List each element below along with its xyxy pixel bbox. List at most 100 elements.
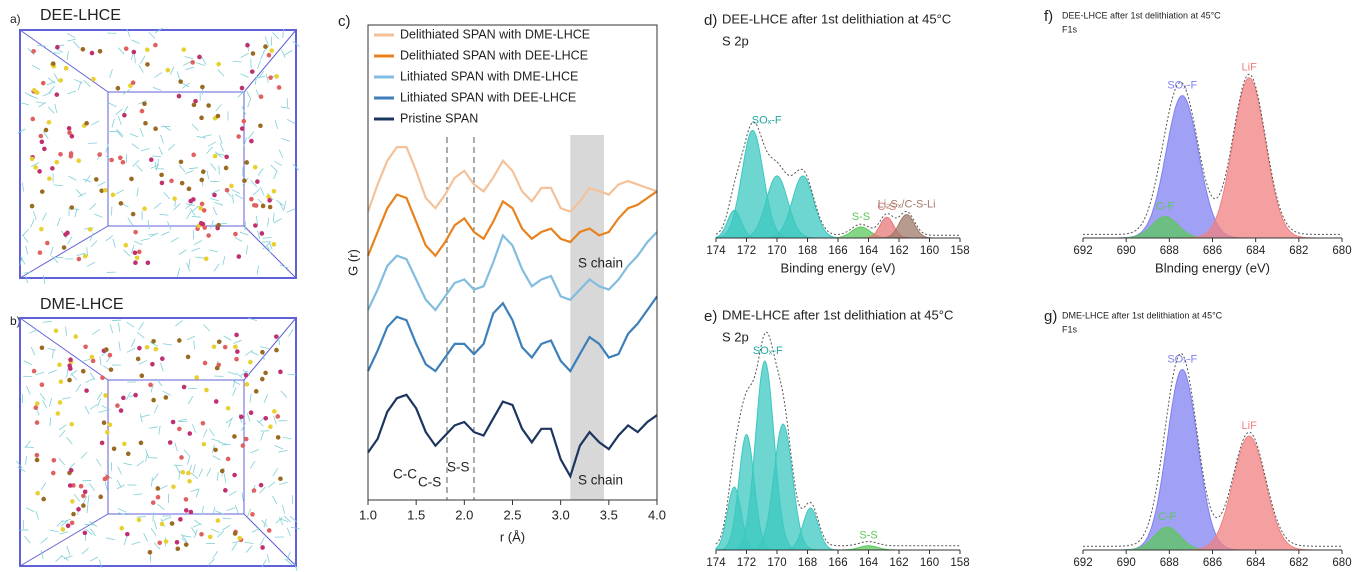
- molecule-atom: [143, 121, 148, 126]
- molecule-atom: [201, 421, 206, 426]
- molecule-atom: [38, 250, 43, 255]
- molecule-bond: [127, 348, 135, 352]
- legend-label: Pristine SPAN: [400, 111, 478, 125]
- molecule-bond: [85, 524, 94, 525]
- molecule-atom: [199, 178, 204, 183]
- molecule-bond: [43, 131, 48, 138]
- molecule-bond: [81, 359, 90, 362]
- molecule-atom: [153, 126, 158, 131]
- data-line: [368, 395, 657, 477]
- molecule-atom: [84, 388, 89, 393]
- molecule-bond: [123, 106, 128, 114]
- molecule-atom: [178, 79, 183, 84]
- molecule-bond: [211, 220, 214, 229]
- molecule-bond: [278, 450, 287, 451]
- peak-label: C-F: [1158, 511, 1177, 523]
- molecule-bond: [96, 459, 101, 467]
- molecule-bond: [74, 79, 82, 83]
- molecule-atom: [260, 231, 265, 236]
- molecule-bond: [206, 147, 212, 154]
- molecule-atom: [241, 443, 246, 448]
- molecule-bond: [250, 461, 255, 469]
- molecule-bond: [185, 67, 194, 69]
- molecule-atom: [131, 212, 136, 217]
- x-tick-label: 692: [1073, 557, 1092, 569]
- molecule-bond: [92, 329, 99, 334]
- molecule-bond: [123, 463, 132, 465]
- molecule-atom: [253, 223, 258, 228]
- molecule-atom: [175, 546, 180, 551]
- molecule-bond: [175, 320, 182, 326]
- molecule-bond: [50, 530, 59, 532]
- molecule-atom: [77, 257, 82, 262]
- x-tick-label: 688: [1160, 245, 1179, 257]
- annotation: S chain: [578, 473, 623, 488]
- molecule-atom: [233, 232, 238, 237]
- molecule-atom: [216, 223, 221, 228]
- molecule-bond: [208, 559, 214, 565]
- peak-label: SOₓ-F: [753, 345, 783, 357]
- molecule-atom: [58, 400, 63, 405]
- molecule-bond: [49, 398, 51, 407]
- molecule-atom: [202, 208, 207, 213]
- molecule-atom: [251, 51, 256, 56]
- molecule-bond: [55, 104, 57, 113]
- molecule-bond: [263, 238, 272, 239]
- molecule-bond: [90, 203, 97, 209]
- molecule-bond: [233, 194, 234, 203]
- molecule-atom: [172, 196, 177, 201]
- molecule-atom: [116, 86, 121, 91]
- molecule-bond: [43, 321, 52, 322]
- molecule-bond: [260, 187, 264, 195]
- x-tick-label: 690: [1117, 245, 1136, 257]
- molecule-bond: [22, 183, 23, 192]
- molecule-atom: [100, 441, 105, 446]
- molecule-atom: [142, 206, 147, 211]
- molecule-atom: [133, 393, 138, 398]
- molecule-bond: [218, 70, 224, 76]
- envelope: [1083, 354, 1342, 547]
- molecule-atom: [224, 155, 229, 160]
- molecule-bond: [130, 134, 138, 137]
- molecule-atom: [153, 43, 158, 48]
- molecule-atom: [119, 408, 124, 413]
- molecule-bond: [82, 480, 91, 481]
- molecule-bond: [137, 461, 144, 467]
- x-axis-label: Binding energy (eV): [781, 260, 896, 275]
- molecule-atom: [254, 203, 259, 208]
- molecule-atom: [178, 517, 183, 522]
- molecule-atom: [137, 346, 142, 351]
- molecule-atom: [194, 375, 199, 380]
- molecule-bond: [213, 551, 218, 558]
- molecule-bond: [261, 432, 264, 441]
- molecule-bond: [160, 363, 163, 371]
- molecule-bond: [94, 214, 102, 217]
- molecule-bond: [232, 388, 236, 396]
- molecule-bond: [214, 264, 219, 271]
- molecule-atom: [160, 356, 165, 361]
- molecule-atom: [103, 477, 108, 482]
- molecule-atom: [115, 403, 120, 408]
- molecule-bond: [279, 150, 282, 158]
- molecule-bond: [40, 393, 45, 400]
- molecule-atom: [94, 177, 99, 182]
- molecule-atom: [137, 518, 142, 523]
- molecule-atom: [154, 347, 159, 352]
- annotation: C-S: [418, 475, 441, 490]
- panel-letter: g): [1044, 308, 1057, 325]
- molecule-bond: [204, 325, 210, 331]
- molecule-atom: [234, 333, 239, 338]
- panel-title: DME-LHCE after 1st delithiation at 45°C: [1062, 310, 1223, 320]
- molecule-atom: [179, 455, 184, 460]
- molecule-bond: [203, 429, 207, 437]
- molecule-bond: [240, 232, 249, 235]
- x-tick-label: 684: [1246, 557, 1266, 569]
- molecule-bond: [108, 103, 116, 107]
- x-tick-label: 680: [1332, 557, 1351, 569]
- molecule-bond: [287, 528, 290, 536]
- molecule-atom: [151, 500, 156, 505]
- molecule-bond: [47, 348, 56, 350]
- molecule-bond: [257, 230, 259, 239]
- molecule-bond: [191, 248, 199, 251]
- molecule-atom: [40, 189, 45, 194]
